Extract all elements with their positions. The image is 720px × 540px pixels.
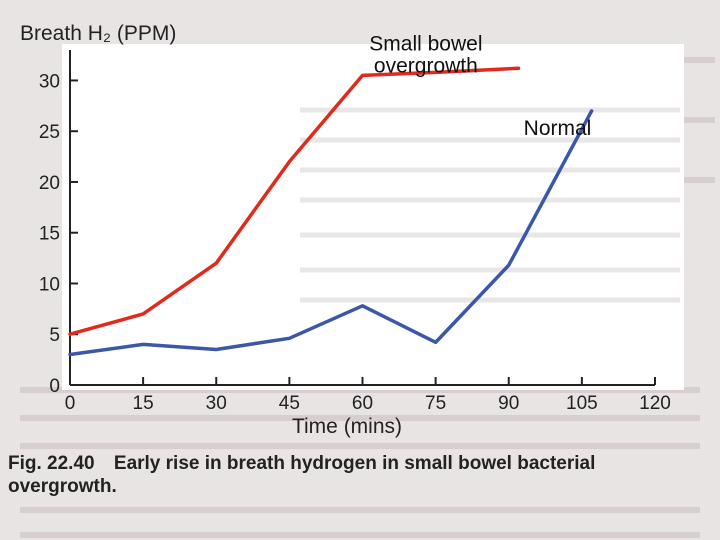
series-label-small-bowel-overgrowth: Small bowel overgrowth xyxy=(369,32,482,77)
y-tick-label: 5 xyxy=(49,325,60,346)
y-axis-title: Breath H₂ (PPM) xyxy=(20,22,176,45)
x-tick-label: 15 xyxy=(133,393,154,414)
y-tick-label: 30 xyxy=(39,71,60,92)
x-tick-label: 105 xyxy=(566,393,598,414)
series-label-normal: Normal xyxy=(524,117,592,140)
x-tick-label: 75 xyxy=(425,393,446,414)
series-label-layer: Small bowel overgrowth Normal xyxy=(369,32,591,140)
x-axis-title: Time (mins) xyxy=(292,415,402,438)
x-tick-label: 60 xyxy=(352,393,373,414)
series-line-normal xyxy=(68,109,594,357)
x-tick-label: 120 xyxy=(639,393,671,414)
y-tick-label: 20 xyxy=(39,173,60,194)
x-tick-label: 90 xyxy=(498,393,519,414)
chart-bleed xyxy=(300,107,680,303)
tick-group: 0 5 10 15 20 25 30 0 15 30 45 60 75 90 105 120 xyxy=(39,71,671,414)
y-tick-label: 15 xyxy=(39,224,60,245)
series-label-line: overgrowth xyxy=(374,54,478,77)
y-tick-label: 25 xyxy=(39,122,60,143)
series-label-line: Normal xyxy=(524,117,592,140)
x-tick-label: 0 xyxy=(65,393,76,414)
x-tick-label: 30 xyxy=(206,393,227,414)
chart-panel xyxy=(62,44,684,390)
y-tick-label: 10 xyxy=(39,274,60,295)
figure-number: Fig. 22.40 xyxy=(8,453,95,474)
series-layer xyxy=(68,66,594,357)
y-tick-label: 0 xyxy=(49,376,60,397)
x-tick-label: 45 xyxy=(279,393,300,414)
series-line-small-bowel-overgrowth xyxy=(68,66,521,336)
series-label-line: Small bowel xyxy=(369,32,482,55)
figure-caption: Fig. 22.40 Early rise in breath hydrogen… xyxy=(8,452,708,498)
figure-caption-text: Early rise in breath hydrogen in small b… xyxy=(8,453,596,497)
